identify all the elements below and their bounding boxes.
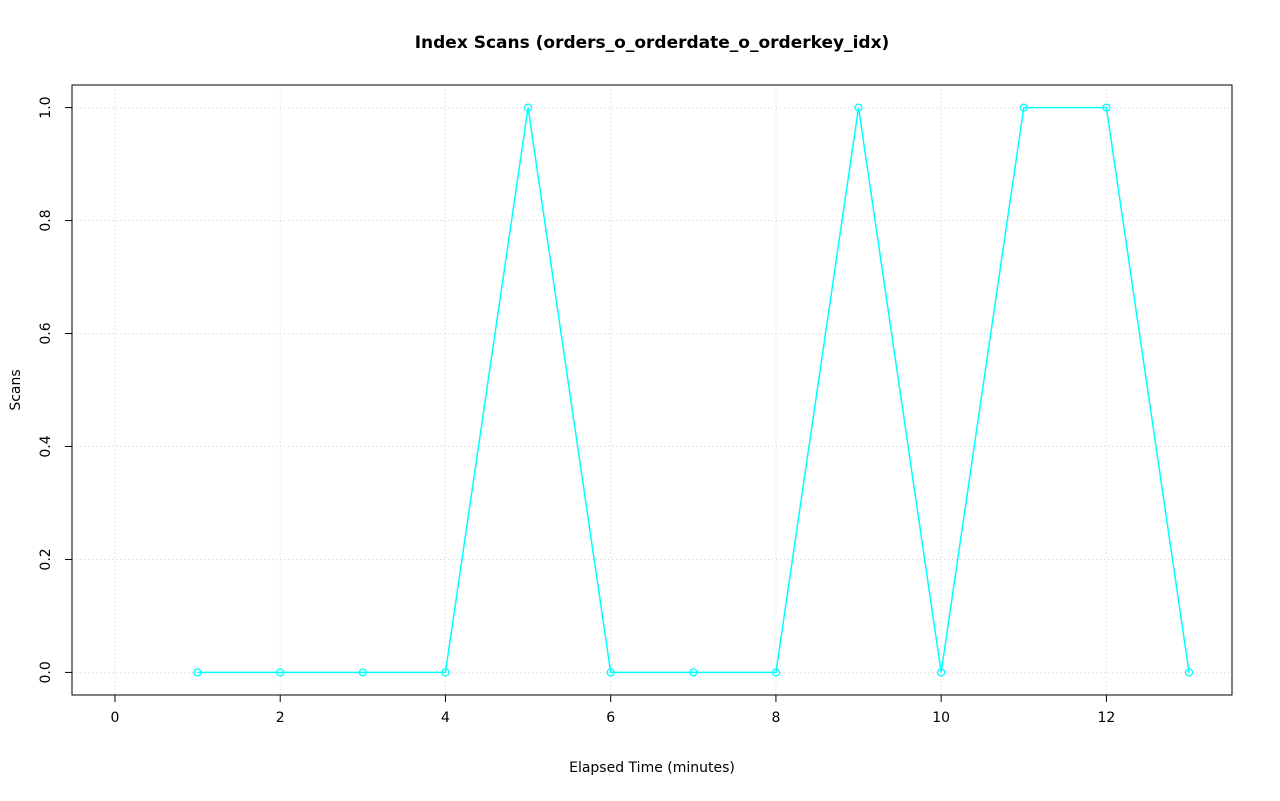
data-point-marker bbox=[523, 103, 533, 112]
y-tick-label: 0.4 bbox=[38, 435, 54, 457]
chart-title: Index Scans (orders_o_orderdate_o_orderk… bbox=[415, 33, 890, 53]
data-point-marker bbox=[358, 668, 367, 677]
data-point-marker bbox=[854, 103, 863, 112]
y-axis-label: Scans bbox=[8, 369, 24, 410]
y-tick-label: 0.6 bbox=[38, 322, 54, 344]
y-tick-label: 1.0 bbox=[38, 96, 54, 118]
y-tick-label: 0.8 bbox=[38, 209, 54, 231]
x-tick-label: 2 bbox=[276, 710, 285, 726]
x-tick-label: 0 bbox=[111, 710, 120, 726]
data-point-marker bbox=[771, 668, 781, 677]
grid-lines bbox=[72, 85, 1232, 695]
data-point-marker bbox=[606, 668, 615, 677]
data-point-marker bbox=[276, 668, 285, 677]
data-point-marker bbox=[441, 668, 450, 677]
x-tick-label: 4 bbox=[441, 710, 450, 726]
data-point-marker bbox=[937, 668, 946, 677]
data-point-marker bbox=[1102, 103, 1111, 112]
data-point-marker bbox=[1019, 103, 1028, 112]
y-tick-label: 0.0 bbox=[38, 661, 54, 683]
series-line bbox=[197, 106, 1190, 674]
x-tick-label: 6 bbox=[606, 710, 615, 726]
data-point-marker bbox=[1184, 668, 1194, 677]
x-tick-label: 10 bbox=[932, 710, 950, 726]
data-series bbox=[193, 103, 1194, 677]
y-tick-label: 0.2 bbox=[38, 548, 54, 570]
data-point-marker bbox=[689, 668, 698, 677]
x-tick-label: 8 bbox=[771, 710, 780, 726]
axes: 0 2 4 6 8 10 12 0.0 0.2 0.4 0.6 0.8 1.0 bbox=[38, 84, 1233, 726]
x-axis-label: Elapsed Time (minutes) bbox=[569, 760, 735, 776]
plot-border bbox=[71, 84, 1233, 696]
x-tick-label: 12 bbox=[1098, 710, 1116, 726]
data-point-marker bbox=[193, 668, 202, 677]
